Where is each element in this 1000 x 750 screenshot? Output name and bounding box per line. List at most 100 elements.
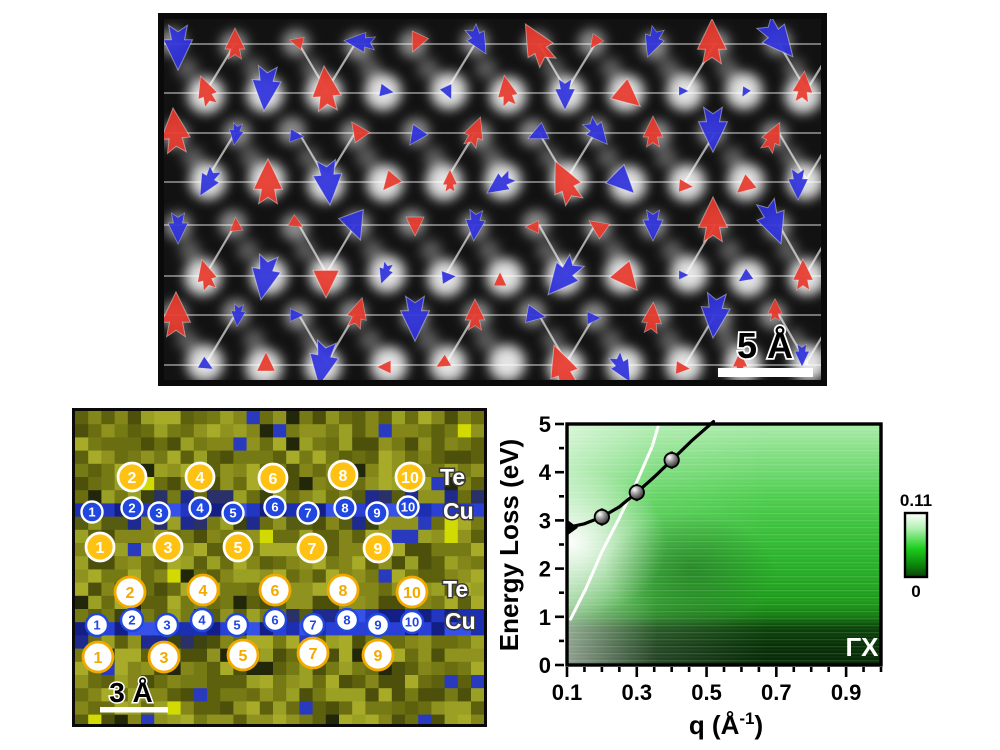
spin-arrow xyxy=(399,295,431,343)
atom-markers: 2 4 6 8 101 2 3 4 5 6 7 8 9 101 3 5 7 92 4 6 8 101 2 3 4 5 6 7 8 9 101… xyxy=(80,459,429,674)
atom-marker-cu: 6 xyxy=(262,607,288,633)
atom-marker-te: 4 xyxy=(186,573,220,607)
colorbar-gradient xyxy=(903,511,929,579)
scale-bar-label: 5 Å xyxy=(737,325,793,366)
spin-arrow xyxy=(700,291,731,340)
svg-text:4: 4 xyxy=(196,501,204,516)
spin-arrow xyxy=(697,195,729,243)
atom-marker-te: 2 xyxy=(116,461,148,493)
atom-marker-cu: 8 xyxy=(334,607,360,633)
spin-arrow xyxy=(604,163,636,195)
atom-marker-te: 9 xyxy=(362,532,394,564)
atom-marker-te: 1 xyxy=(84,531,116,563)
atom-marker-cu: 6 xyxy=(263,495,287,519)
spin-arrow xyxy=(199,164,222,197)
spin-arrow xyxy=(251,252,282,302)
spin-arrow xyxy=(197,258,218,293)
spin-arrow xyxy=(493,271,507,287)
spin-arrow xyxy=(464,298,486,331)
te-row-label: Te xyxy=(443,576,468,602)
y-axis-title: Energy Loss (eV) xyxy=(500,439,524,651)
colorbar: 0.11 0 xyxy=(900,491,932,601)
spin-arrow xyxy=(405,216,425,237)
te-row-label: Te xyxy=(440,464,465,490)
spin-arrow xyxy=(288,36,305,51)
spin-arrow xyxy=(289,128,305,143)
spin-arrow xyxy=(337,208,364,242)
spin-arrow xyxy=(378,83,395,97)
atomic-map-panel: 2 4 6 8 10 1 2 3 4 5 6 7 8 9 10 1 3 5 7 9 2 4 6 8 10 1 2 3 4 5 6 7 8 9 10 1… xyxy=(72,408,487,727)
cu-row-label: Cu xyxy=(443,498,474,524)
atom-marker-cu: 4 xyxy=(188,496,212,520)
colorbar-max-label: 0.11 xyxy=(900,491,932,510)
spin-arrow xyxy=(586,311,602,325)
spin-arrow xyxy=(794,343,810,368)
spin-arrow xyxy=(164,290,192,338)
spin-arrow xyxy=(641,301,663,335)
svg-text:9: 9 xyxy=(373,506,380,521)
spin-arrow xyxy=(486,169,517,194)
atom-marker-cu: 7 xyxy=(300,612,326,638)
spin-arrow xyxy=(792,258,814,291)
spin-arrow xyxy=(197,75,218,109)
spin-arrow xyxy=(409,123,429,146)
spin-arrow xyxy=(287,214,304,228)
y-tick-label: 4 xyxy=(539,460,552,485)
atom-marker-cu: 5 xyxy=(221,501,245,525)
svg-text:1: 1 xyxy=(88,505,95,520)
spin-arrows xyxy=(164,19,814,380)
svg-text:5: 5 xyxy=(239,648,248,665)
atom-marker-cu: 8 xyxy=(333,496,357,520)
spin-arrow xyxy=(346,296,367,331)
spin-arrow xyxy=(547,252,586,296)
spin-arrow xyxy=(312,158,343,207)
svg-text:10: 10 xyxy=(401,470,419,487)
spin-arrow xyxy=(435,354,452,368)
spin-arrow xyxy=(735,173,758,194)
atom-marker-cu: 10 xyxy=(399,609,425,635)
x-tick-label: 0.9 xyxy=(831,680,862,705)
svg-text:2: 2 xyxy=(126,585,135,602)
stem-image-panel: 5 Å xyxy=(158,13,827,386)
stem-image: 5 Å xyxy=(164,19,821,380)
spin-arrow xyxy=(376,360,392,374)
atom-marker-te: 5 xyxy=(222,531,254,563)
spin-arrow xyxy=(787,168,809,201)
svg-text:3: 3 xyxy=(160,650,169,667)
spin-arrow xyxy=(524,220,540,234)
spin-arrow xyxy=(755,19,794,58)
svg-text:7: 7 xyxy=(304,506,311,521)
atom-marker-cu: 1 xyxy=(80,500,104,524)
y-tick-label: 2 xyxy=(539,557,551,582)
spin-arrow xyxy=(759,121,781,155)
atom-marker-cu: 1 xyxy=(84,612,110,638)
atom-scale-bar: 3 Å xyxy=(100,676,168,713)
dispersion-data-point xyxy=(628,484,645,501)
spin-arrow xyxy=(550,344,580,380)
atom-marker-te: 3 xyxy=(152,531,184,563)
spin-arrow xyxy=(497,74,519,108)
spin-arrow xyxy=(742,85,752,98)
spin-arrow xyxy=(527,121,550,140)
svg-text:1: 1 xyxy=(94,650,103,667)
svg-text:2: 2 xyxy=(128,470,137,487)
colorbar-min-label: 0 xyxy=(911,582,920,601)
atom-marker-te: 7 xyxy=(296,636,330,670)
svg-text:6: 6 xyxy=(271,583,280,600)
spin-arrow xyxy=(678,178,694,193)
spin-arrow xyxy=(229,121,245,146)
spin-arrow xyxy=(678,86,689,96)
svg-text:3: 3 xyxy=(163,618,170,633)
atom-marker-te: 8 xyxy=(327,459,359,491)
spin-arrow xyxy=(464,208,486,242)
svg-text:7: 7 xyxy=(309,618,316,633)
spin-arrow xyxy=(581,115,608,145)
atom-marker-cu: 10 xyxy=(396,495,420,519)
spin-arrow xyxy=(644,24,665,58)
spin-arrow xyxy=(608,350,631,380)
element-labels: Te Cu Te Cu xyxy=(439,463,478,636)
spin-arrow xyxy=(554,78,576,111)
svg-text:10: 10 xyxy=(403,585,421,602)
svg-text:2: 2 xyxy=(128,613,135,628)
svg-text:6: 6 xyxy=(269,471,278,488)
